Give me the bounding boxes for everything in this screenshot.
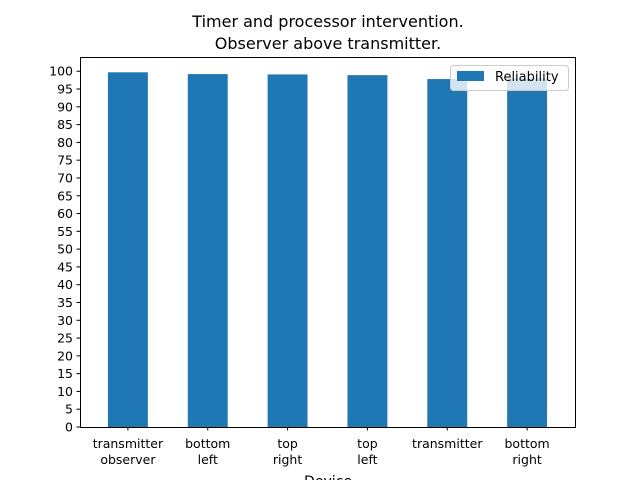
legend: Reliability xyxy=(450,65,569,91)
x-tick-label-0-line-0: transmitter xyxy=(93,436,164,451)
y-tick-label-12: 60 xyxy=(57,206,73,221)
y-tick-label-14: 70 xyxy=(57,170,73,185)
bar-5 xyxy=(507,78,548,427)
y-tick-label-3: 15 xyxy=(57,366,73,381)
x-tick-label-3-line-1: left xyxy=(357,452,377,467)
y-tick-label-9: 45 xyxy=(57,259,73,274)
y-tick-label-16: 80 xyxy=(57,135,73,150)
x-axis-label: Device xyxy=(304,474,352,480)
bar-3 xyxy=(347,75,388,427)
y-tick-label-2: 10 xyxy=(57,384,73,399)
legend-label-reliability: Reliability xyxy=(495,70,559,85)
x-tick-label-2-line-0: top xyxy=(277,436,298,451)
y-tick-label-13: 65 xyxy=(57,188,73,203)
y-tick-label-8: 40 xyxy=(57,277,73,292)
y-tick-label-1: 5 xyxy=(65,402,73,417)
x-tick-label-4-line-0: transmitter xyxy=(412,436,483,451)
bars-layer xyxy=(107,72,548,428)
y-tick-label-5: 25 xyxy=(57,331,73,346)
bar-1 xyxy=(187,74,228,427)
y-tick-label-4: 20 xyxy=(57,348,73,363)
y-tick-label-18: 90 xyxy=(57,99,73,114)
x-tick-label-2-line-1: right xyxy=(273,452,302,467)
y-tick-label-6: 30 xyxy=(57,313,73,328)
x-tick-label-5-line-1: right xyxy=(512,452,541,467)
x-tick-label-0-line-1: observer xyxy=(100,452,156,467)
chart-title-line-1: Timer and processor intervention. xyxy=(191,12,463,31)
bar-4 xyxy=(427,79,468,427)
y-tick-label-19: 95 xyxy=(57,82,73,97)
bar-0 xyxy=(107,72,148,428)
legend-swatch-reliability xyxy=(457,71,484,81)
y-tick-label-0: 0 xyxy=(65,420,73,435)
bar-2 xyxy=(267,74,308,428)
y-axis: 0 5 10 15 20 25 30 35 40 45 50 55 60 65 70 75 80 85 90 95 10… xyxy=(49,64,80,435)
y-tick-label-10: 50 xyxy=(57,242,73,257)
y-tick-label-15: 75 xyxy=(57,153,73,168)
y-tick-label-7: 35 xyxy=(57,295,73,310)
plot-frame xyxy=(80,57,576,428)
x-tick-label-1-line-1: left xyxy=(198,452,218,467)
y-tick-label-11: 55 xyxy=(57,224,73,239)
chart-title-line-2: Observer above transmitter. xyxy=(215,34,441,53)
y-tick-label-20: 100 xyxy=(49,64,73,79)
y-tick-label-17: 85 xyxy=(57,117,73,132)
x-tick-label-3-line-0: top xyxy=(357,436,378,451)
x-axis: transmitterobserverbottomlefttoprighttop… xyxy=(93,427,550,467)
x-tick-label-5-line-0: bottom xyxy=(504,436,549,451)
x-tick-label-1-line-0: bottom xyxy=(185,436,230,451)
